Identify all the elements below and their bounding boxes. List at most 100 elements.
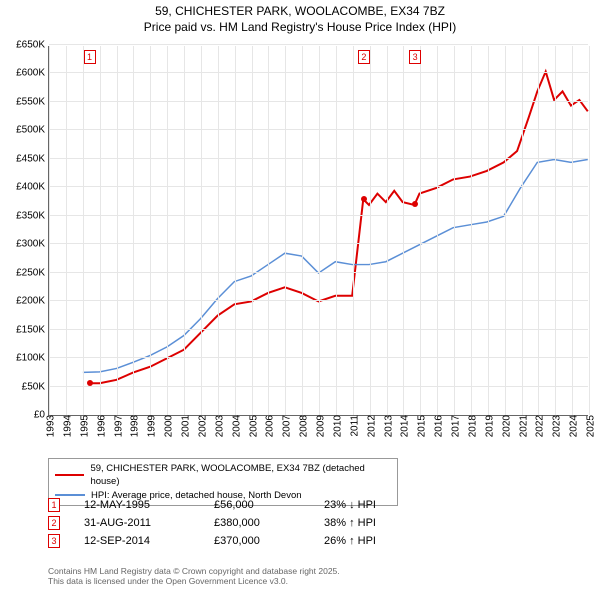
gridline-v [302,46,303,415]
transaction-marker: 2 [358,50,370,64]
transaction-pct: 23% ↓ HPI [324,499,376,511]
transaction-marker: 1 [84,50,96,64]
xtick-label: 2007 [278,415,293,437]
xtick-label: 2006 [261,415,276,437]
chart-container: 59, CHICHESTER PARK, WOOLACOMBE, EX34 7B… [0,0,600,590]
xtick-label: 1995 [75,415,90,437]
xtick-label: 2000 [160,415,175,437]
xtick-label: 2021 [514,415,529,437]
transaction-marker-inline: 3 [48,534,60,548]
ytick-label: £300K [16,239,49,250]
xtick-label: 2015 [413,415,428,437]
xtick-label: 2017 [447,415,462,437]
xtick-label: 2002 [193,415,208,437]
ytick-label: £600K [16,68,49,79]
transaction-marker-inline: 1 [48,498,60,512]
ytick-label: £150K [16,324,49,335]
gridline-v [133,46,134,415]
xtick-label: 2011 [345,415,360,437]
xtick-label: 2016 [430,415,445,437]
transaction-pct: 26% ↑ HPI [324,535,376,547]
transaction-row: 312-SEP-2014£370,00026% ↑ HPI [48,534,376,548]
gridline-v [201,46,202,415]
gridline-v [555,46,556,415]
xtick-label: 2025 [582,415,597,437]
xtick-label: 2012 [362,415,377,437]
footer-line-1: Contains HM Land Registry data © Crown c… [48,566,340,576]
xtick-label: 2013 [379,415,394,437]
transaction-row: 1 12-MAY-1995£56,00023% ↓ HPI [48,498,376,512]
gridline-v [268,46,269,415]
xtick-label: 1996 [92,415,107,437]
transaction-dot [361,196,367,202]
series-line-property [90,72,588,384]
gridline-v [572,46,573,415]
xtick-label: 1998 [126,415,141,437]
title-line-1: 59, CHICHESTER PARK, WOOLACOMBE, EX34 7B… [0,4,600,20]
ytick-label: £550K [16,96,49,107]
footer-line-2: This data is licensed under the Open Gov… [48,576,340,586]
xtick-label: 2020 [497,415,512,437]
legend-row: 59, CHICHESTER PARK, WOOLACOMBE, EX34 7B… [55,462,391,489]
gridline-v [218,46,219,415]
gridline-v [370,46,371,415]
xtick-label: 2009 [312,415,327,437]
transaction-price: £56,000 [214,499,324,511]
ytick-label: £250K [16,267,49,278]
gridline-v [117,46,118,415]
xtick-label: 1993 [42,415,57,437]
transaction-dot [87,380,93,386]
xtick-label: 1999 [143,415,158,437]
gridline-v [471,46,472,415]
xtick-label: 2023 [548,415,563,437]
gridline-v [387,46,388,415]
gridline-v [403,46,404,415]
gridline-v [420,46,421,415]
gridline-v [589,46,590,415]
gridline-v [505,46,506,415]
xtick-label: 2008 [295,415,310,437]
gridline-v [285,46,286,415]
ytick-label: £200K [16,296,49,307]
ytick-label: £650K [16,40,49,51]
gridline-v [100,46,101,415]
gridline-v [184,46,185,415]
ytick-label: £50K [22,381,49,392]
ytick-label: £400K [16,182,49,193]
xtick-label: 2003 [210,415,225,437]
transaction-date: 12-MAY-1995 [84,499,214,511]
gridline-v [437,46,438,415]
title-block: 59, CHICHESTER PARK, WOOLACOMBE, EX34 7B… [0,0,600,35]
ytick-label: £450K [16,153,49,164]
transaction-marker: 3 [409,50,421,64]
gridline-v [538,46,539,415]
ytick-label: £500K [16,125,49,136]
title-line-2: Price paid vs. HM Land Registry's House … [0,20,600,36]
transaction-dot [412,201,418,207]
xtick-label: 2018 [463,415,478,437]
legend-swatch-series-2 [55,494,85,496]
footer-attribution: Contains HM Land Registry data © Crown c… [48,566,340,586]
gridline-v [252,46,253,415]
gridline-v [49,46,50,415]
xtick-label: 2010 [328,415,343,437]
transaction-row: 2 31-AUG-2011£380,00038% ↑ HPI [48,516,376,530]
xtick-label: 2024 [565,415,580,437]
transaction-pct: 38% ↑ HPI [324,517,376,529]
gridline-v [319,46,320,415]
xtick-label: 2001 [177,415,192,437]
transaction-price: £380,000 [214,517,324,529]
xtick-label: 2019 [480,415,495,437]
transaction-marker-inline: 2 [48,516,60,530]
gridline-v [66,46,67,415]
xtick-label: 1997 [109,415,124,437]
gridline-v [167,46,168,415]
gridline-v [83,46,84,415]
transaction-date: 31-AUG-2011 [84,517,214,529]
transaction-price: £370,000 [214,535,324,547]
xtick-label: 2014 [396,415,411,437]
gridline-v [353,46,354,415]
gridline-v [336,46,337,415]
xtick-label: 2005 [244,415,259,437]
chart-plot-area: £0£50K£100K£150K£200K£250K£300K£350K£400… [48,46,588,416]
